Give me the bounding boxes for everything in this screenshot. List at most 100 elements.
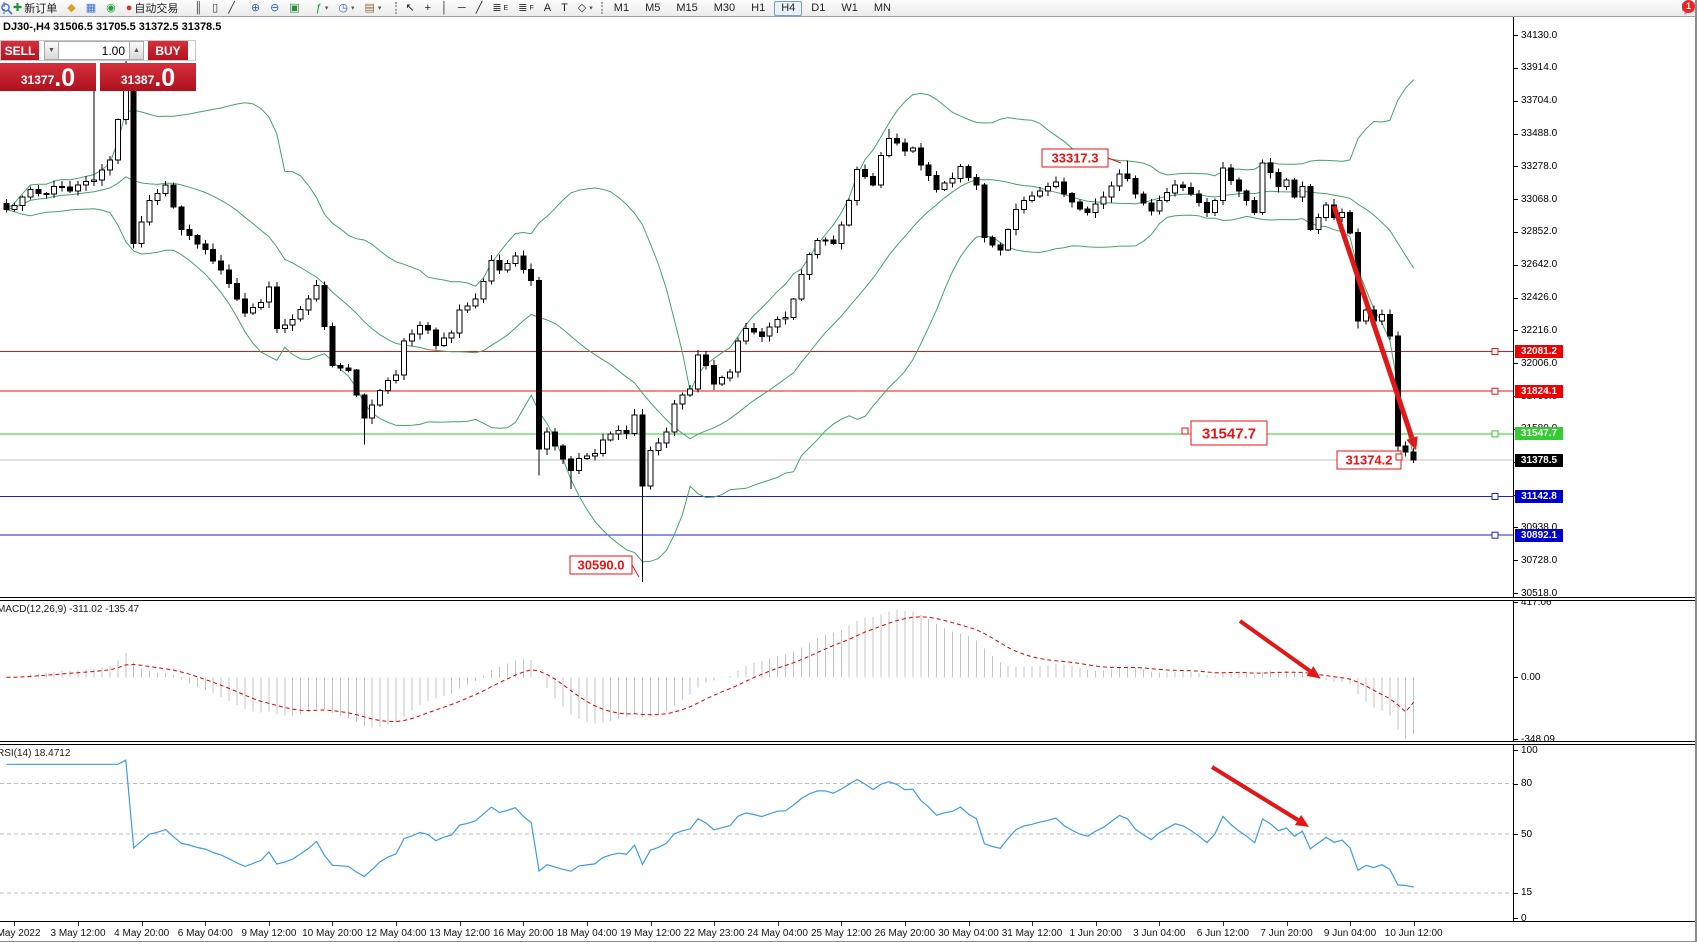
templates-button[interactable]: ▤ ▾ xyxy=(360,1,385,16)
cursor-tool-button[interactable]: ↖ xyxy=(401,1,418,16)
rsi-tick xyxy=(1514,783,1518,785)
horizontal-line-tool-button[interactable]: ─ xyxy=(454,1,470,16)
candle xyxy=(806,253,813,275)
accounts-button[interactable]: ▦ xyxy=(82,1,100,16)
timeframe-h1-button[interactable]: H1 xyxy=(751,2,766,14)
candle xyxy=(504,263,511,271)
candle xyxy=(210,249,217,262)
candle xyxy=(472,298,479,307)
candle xyxy=(1315,216,1322,231)
indicators-button[interactable]: ƒ ▾ xyxy=(312,1,333,16)
macd-indicator-label: MACD(12,26,9) -311.02 -135.47 xyxy=(0,604,140,615)
vertical-line-tool-button[interactable]: │ xyxy=(437,1,452,16)
sell-price-decimal: .0 xyxy=(54,64,76,92)
volume-decrease-button[interactable]: ▼ xyxy=(44,41,59,60)
fibonacci-retracement-button[interactable]: ≣ F xyxy=(514,1,538,16)
timeframe-h4-button[interactable]: H4 xyxy=(774,0,803,16)
fibonacci-expansion-button[interactable]: ≣ E xyxy=(488,1,512,16)
hline-handle[interactable] xyxy=(1491,493,1499,500)
hline-handle[interactable] xyxy=(1491,531,1499,539)
bar-chart-mode-button[interactable]: ║ xyxy=(190,1,206,16)
timeframe-m1-button[interactable]: M1 xyxy=(613,2,630,14)
zoom-in-button[interactable]: ⊕ xyxy=(247,1,264,16)
candle xyxy=(1227,167,1234,181)
sell-price-button[interactable]: 31377.0 xyxy=(0,63,96,91)
panel-separator[interactable] xyxy=(0,741,1695,745)
trend-arrow[interactable] xyxy=(1331,205,1415,439)
price-chart-canvas[interactable]: 33317.3 31547.7 31374.2 30590.0 xyxy=(0,17,1513,597)
candle xyxy=(91,179,97,183)
candlestick-mode-button[interactable]: ▯ xyxy=(208,1,222,16)
candle xyxy=(408,333,415,342)
price-annotation-box[interactable] xyxy=(569,555,633,575)
time-tick xyxy=(459,922,461,926)
trend-arrow[interactable] xyxy=(1238,619,1312,673)
price-axis[interactable]: 34130.0 33914.0 33704.0 33488.0 33278.0 33068… xyxy=(1513,17,1695,924)
candle xyxy=(822,239,829,242)
panel-separator[interactable] xyxy=(0,597,1695,601)
hline-handle[interactable] xyxy=(1491,348,1499,355)
volume-increase-button[interactable]: ▲ xyxy=(129,41,144,60)
text-label-tool-button[interactable]: T xyxy=(557,1,572,16)
price-tick xyxy=(1514,363,1518,365)
candle xyxy=(75,184,81,192)
candle xyxy=(647,450,654,487)
volume-input[interactable] xyxy=(59,41,129,60)
signals-button[interactable]: ◉ xyxy=(102,1,120,16)
zoom-out-button[interactable]: ⊖ xyxy=(266,1,283,16)
time-label: 24 May 04:00 xyxy=(747,928,808,939)
tile-windows-button[interactable]: ▣ xyxy=(285,1,303,16)
toolbar-grip[interactable] xyxy=(395,1,398,14)
candle xyxy=(758,331,765,337)
new-order-button[interactable]: ✚ 新订单 xyxy=(9,1,61,16)
timeframe-m30-button[interactable]: M30 xyxy=(713,2,736,14)
time-tick xyxy=(1350,922,1351,926)
trend-arrow-head xyxy=(1406,436,1418,451)
timeframe-m15-button[interactable]: M15 xyxy=(676,2,698,14)
autotrading-button[interactable]: ● 自动交易 xyxy=(122,1,183,16)
rsi-panel-canvas[interactable] xyxy=(0,745,1513,921)
time-label: 6 May 04:00 xyxy=(177,928,233,939)
periods-button[interactable]: ◷ ▾ xyxy=(334,1,358,16)
timeframe-d1-button[interactable]: D1 xyxy=(811,2,826,14)
price-annotation-box[interactable] xyxy=(1041,148,1109,168)
candle xyxy=(687,388,694,396)
timeframe-m5-button[interactable]: M5 xyxy=(645,2,661,14)
crosshair-tool-button[interactable]: + xyxy=(421,1,435,16)
line-chart-mode-button[interactable]: ╱ xyxy=(224,1,239,16)
hline-handle[interactable] xyxy=(1491,430,1499,438)
price-tick xyxy=(1514,35,1518,36)
chat-button[interactable]: 1 xyxy=(1681,0,1695,16)
buy-price-button[interactable]: 31387.0 xyxy=(100,63,196,91)
candle xyxy=(925,164,932,177)
price-annotation-box[interactable] xyxy=(1190,420,1268,446)
time-tick xyxy=(1286,922,1288,926)
toolbar-grip[interactable] xyxy=(600,1,603,14)
annotation-handle[interactable] xyxy=(1181,427,1189,435)
shapes-tool-button[interactable]: ◇ ▾ xyxy=(574,1,597,16)
candle xyxy=(250,307,256,314)
bollinger-up-band xyxy=(6,79,1415,393)
zoom-out-icon: ⊖ xyxy=(270,1,280,14)
text-tool-button[interactable]: A xyxy=(540,1,555,16)
hline-handle[interactable] xyxy=(1491,387,1499,395)
trend-arrow[interactable] xyxy=(1210,765,1300,822)
candle xyxy=(385,380,392,391)
time-axis[interactable]: 2 May 2022 3 May 12:00 4 May 20:00 6 May 04… xyxy=(0,922,1695,941)
gold-button[interactable]: ◆ xyxy=(63,1,79,16)
candle xyxy=(35,189,42,195)
buy-button[interactable]: BUY xyxy=(148,41,188,60)
timeframe-w1-button[interactable]: W1 xyxy=(841,2,858,14)
buy-price: 31387 xyxy=(120,73,155,87)
sell-price: 31377 xyxy=(20,73,55,87)
annotation-handle[interactable] xyxy=(1395,453,1403,461)
timeframe-mn-button[interactable]: MN xyxy=(873,2,891,14)
rsi-tick xyxy=(1514,918,1518,919)
candle xyxy=(886,138,892,156)
time-tick xyxy=(523,922,525,926)
candle xyxy=(369,404,376,419)
search-button[interactable] xyxy=(1,1,1679,16)
macd-panel-canvas[interactable] xyxy=(0,601,1513,741)
sell-button[interactable]: SELL xyxy=(1,41,39,60)
trendline-tool-button[interactable]: ╱ xyxy=(472,1,487,16)
